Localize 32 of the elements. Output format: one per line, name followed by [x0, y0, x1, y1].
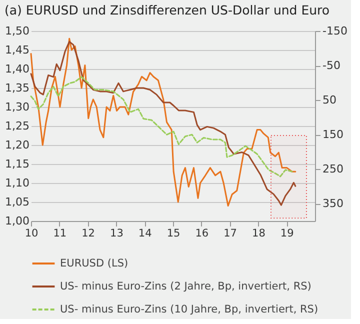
y-tick-label: 1,15 — [5, 158, 30, 170]
legend-label: EURUSD (LS) — [60, 258, 128, 270]
x-tick-label: 10 — [24, 228, 38, 240]
y2-tick-label: -150 — [322, 24, 348, 38]
line-series — [30, 76, 293, 178]
y-tick-label: 1,25 — [5, 120, 30, 132]
y2-tick-label: 350 — [322, 197, 344, 210]
x-tick-label: 19 — [280, 228, 294, 240]
legend-label: US- minus Euro-Zins (2 Jahre, Bp, invertiert, RS) — [60, 280, 312, 292]
y2-tick-label: -50 — [322, 59, 340, 72]
legend-label: US- minus Euro-Zins (10 Jahre, Bp, invertiert, RS) — [60, 304, 318, 316]
x-tick-label: 13 — [110, 228, 124, 240]
y-tick-label: 1,10 — [5, 176, 30, 190]
x-tick-label: 11 — [53, 228, 67, 240]
y2-tick-label: 150 — [322, 128, 344, 142]
y-tick-label: 1,05 — [5, 196, 30, 208]
x-tick-label: 17 — [224, 228, 237, 240]
y-tick-label: 1,20 — [5, 138, 30, 152]
x-tick-label: 16 — [195, 228, 209, 240]
y-tick-label: 1,45 — [5, 44, 30, 56]
y-tick-label: 1,50 — [5, 24, 30, 38]
y-tick-label: 1,35 — [5, 82, 30, 94]
y-tick-label: 1,00 — [5, 214, 30, 228]
y-tick-label: 1,40 — [5, 62, 30, 76]
x-tick-label: 18 — [252, 228, 266, 240]
chart-title: (a) EURUSD und Zinsdifferenzen US-Dollar und Euro — [4, 2, 330, 18]
y2-tick-label: 250 — [322, 162, 344, 176]
x-tick-label: 14 — [138, 228, 152, 240]
y-tick-label: 1,30 — [5, 100, 30, 114]
y2-tick-label: 50 — [322, 94, 336, 107]
x-tick-label: 15 — [166, 228, 180, 240]
x-tick-label: 12 — [82, 228, 95, 240]
